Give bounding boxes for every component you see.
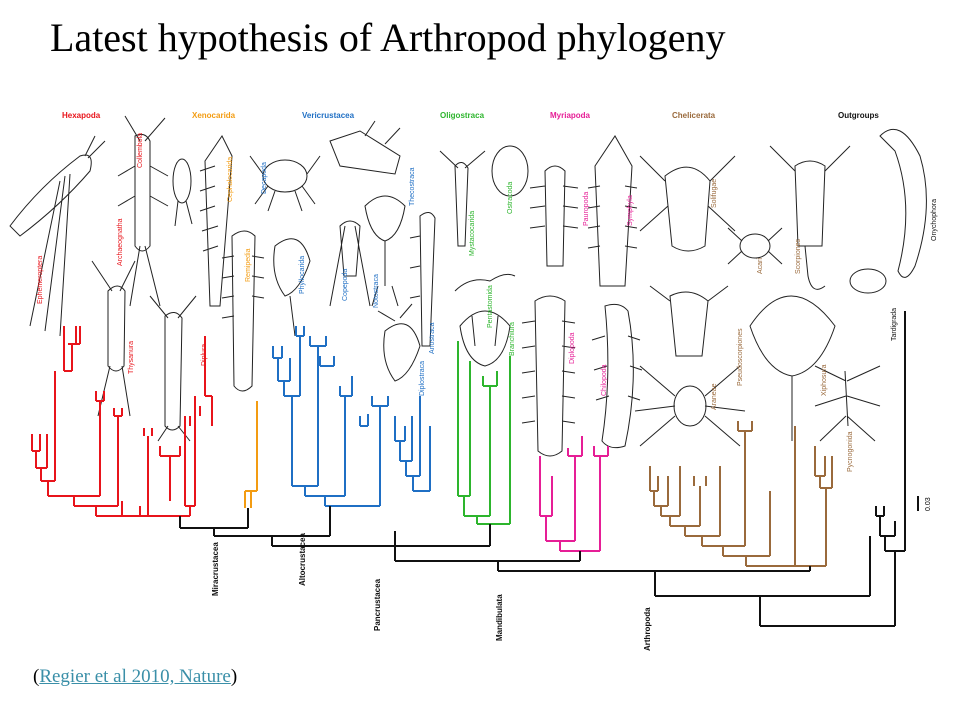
group-xenocarida: Xenocarida — [192, 111, 236, 120]
arthropod-illustrations — [9, 115, 927, 457]
group-headers: Hexapoda Xenocarida Vericrustacea Oligos… — [62, 111, 879, 120]
pycnogonid-illustration — [814, 365, 881, 442]
branches-xenocarida — [244, 401, 258, 508]
branchiura-illustration — [459, 310, 511, 367]
taxon-label-xiphosura: Xiphosura — [821, 364, 828, 396]
taxon-label-branchiura: Branchiura — [509, 322, 516, 356]
solifuge-illustration — [639, 155, 736, 252]
spider-illustration — [673, 385, 707, 427]
mite-illustration — [739, 233, 771, 259]
taxon-label-remipedia: Remipedia — [245, 248, 252, 282]
phyllocarid-illustration — [273, 238, 311, 337]
taxon-label-onychophora: Onychophora — [931, 199, 938, 241]
tardigrade-illustration — [849, 268, 887, 294]
citation-link[interactable]: Regier et al 2010, Nature — [39, 666, 231, 687]
citation-close-paren: ) — [230, 666, 238, 687]
citation: (Regier et al 2010, Nature) — [33, 666, 237, 688]
taxon-label-pentastomida: Pentastomida — [487, 285, 494, 328]
notostraca-illustration — [364, 195, 406, 307]
phylogeny-figure: Hexapoda Xenocarida Vericrustacea Oligos… — [9, 111, 938, 651]
anostraca-illustration — [409, 212, 436, 347]
taxon-label-acari: Acari — [757, 258, 764, 274]
scale-bar-label: 0.03 — [925, 497, 932, 511]
scorpion-illustration — [769, 145, 851, 290]
taxon-label-anostraca: Anostraca — [429, 322, 436, 354]
pauropod-illustration — [529, 165, 579, 267]
clade-labels: Miracrustacea Altocrustacea Pancrustacea Ma… — [211, 533, 652, 651]
clade-label-mandibulata: Mandibulata — [495, 594, 504, 641]
taxon-label-ephemeroptera: Ephemeroptera — [37, 256, 44, 304]
branches-hexapoda — [31, 326, 213, 517]
taxon-label-thysanura: Thysanura — [128, 341, 135, 374]
diplostraca-illustration — [377, 303, 421, 382]
horseshoe-crab-illustration — [749, 295, 836, 441]
branches-backbone — [179, 311, 906, 627]
slide-title: Latest hypothesis of Arthropod phylogeny — [50, 15, 726, 60]
diplura-illustration — [149, 295, 197, 442]
group-hexapoda: Hexapoda — [62, 111, 101, 120]
mayfly-illustration — [9, 135, 106, 337]
taxon-label-decapoda: Decapoda — [261, 162, 268, 194]
taxon-label-tardigrada: Tardigrada — [891, 308, 898, 341]
crab-illustration — [262, 159, 308, 193]
clade-label-pancrustacea: Pancrustacea — [373, 578, 382, 631]
taxon-label-thecostraca: Thecostraca — [409, 167, 416, 206]
taxon-labels: EphemeropteraThysanuraArchaeognathaDiplu… — [37, 133, 938, 472]
taxon-label-mystacocarida: Mystacocarida — [469, 211, 476, 256]
group-myriapoda: Myriapoda — [550, 111, 591, 120]
group-outgroups: Outgroups — [838, 111, 879, 120]
group-vericrustacea: Vericrustacea — [302, 111, 355, 120]
group-chelicerata: Chelicerata — [672, 111, 716, 120]
millipede-illustration — [521, 295, 576, 457]
pseudoscorpion-illustration — [649, 285, 729, 357]
silverfish-illustration — [91, 260, 136, 417]
group-oligostraca: Oligostraca — [440, 111, 485, 120]
ostracod-illustration — [491, 145, 529, 197]
tree-branches — [31, 311, 919, 627]
taxon-label-chilopoda: Chilopoda — [601, 364, 608, 396]
taxon-label-pauropoda: Pauropoda — [583, 192, 590, 226]
collembola-illustration — [172, 158, 192, 204]
citation-open-paren: ( — [33, 666, 40, 687]
clade-label-altocrustacea: Altocrustacea — [298, 533, 307, 586]
taxon-label-diplostraca: Diplostraca — [419, 361, 426, 396]
taxon-label-pseudoscorpiones: Pseudoscorpiones — [737, 328, 744, 386]
branches-oligostraca — [457, 341, 511, 525]
branches-vericrustacea — [272, 326, 431, 507]
taxon-label-solifugae: Solifugae — [711, 179, 718, 208]
taxon-label-araneae: Araneae — [711, 383, 718, 410]
pentastomid-illustration — [454, 273, 516, 292]
taxon-label-ostracoda: Ostracoda — [507, 182, 514, 214]
taxon-label-cephalocarida: Cephalocarida — [227, 157, 234, 202]
clade-label-arthropoda: Arthropoda — [643, 607, 652, 651]
centipede-illustration — [591, 303, 643, 449]
onychophoran-illustration — [879, 128, 927, 278]
taxon-label-symphyla: Symphyla — [627, 195, 634, 226]
taxon-label-scorpiones: Scorpiones — [795, 238, 802, 274]
taxon-label-notostraca: Notostraca — [373, 274, 380, 308]
clade-label-miracrustacea: Miracrustacea — [211, 542, 220, 596]
mystacocarid-illustration — [439, 150, 486, 247]
taxon-label-diplopoda: Diplopoda — [569, 332, 576, 364]
barnacle-illustration — [329, 120, 401, 175]
taxon-label-archaeognatha: Archaeognatha — [117, 218, 124, 266]
copepod-illustration — [329, 220, 371, 307]
taxon-label-copepoda: Copepoda — [342, 269, 349, 301]
branches-chelicerata — [649, 421, 833, 567]
bristletail-illustration — [117, 115, 169, 307]
remipede-illustration — [221, 230, 265, 392]
taxon-label-pycnogonida: Pycnogonida — [847, 431, 854, 472]
taxon-label-collembola: Collembola — [137, 133, 144, 168]
taxon-label-phyllocarida: Phyllocarida — [299, 256, 306, 294]
branches-myriapoda — [539, 436, 609, 552]
cephalocarid-illustration — [199, 135, 233, 307]
symphylan-illustration — [587, 135, 638, 287]
